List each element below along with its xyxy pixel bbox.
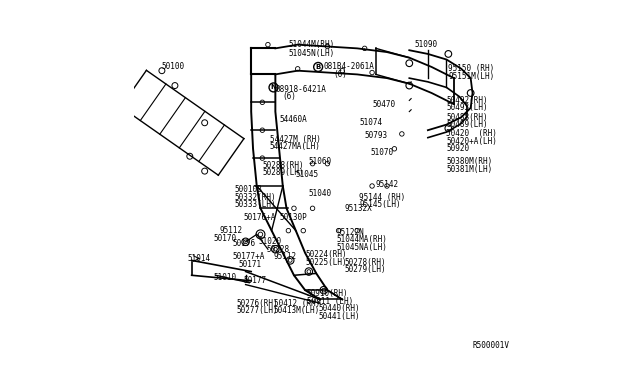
Text: 95132X: 95132X xyxy=(344,204,372,213)
Text: 50010B: 50010B xyxy=(234,185,262,194)
Text: 51020: 51020 xyxy=(259,237,282,246)
Text: 50333(LH): 50333(LH) xyxy=(234,200,276,209)
Text: 50920: 50920 xyxy=(447,144,470,153)
Text: 50279(LH): 50279(LH) xyxy=(344,265,386,274)
Text: 95151M(LH): 95151M(LH) xyxy=(449,72,495,81)
Text: 50420  (RH): 50420 (RH) xyxy=(447,129,497,138)
Text: 50177+A: 50177+A xyxy=(232,252,265,261)
Text: 95145(LH): 95145(LH) xyxy=(359,200,401,209)
Text: 51044MA(RH): 51044MA(RH) xyxy=(337,235,388,244)
Text: N: N xyxy=(271,84,276,90)
Text: 51090: 51090 xyxy=(415,40,438,49)
Text: 95122N: 95122N xyxy=(337,228,365,237)
Text: 50278(RH): 50278(RH) xyxy=(344,258,386,267)
Text: 51045N(LH): 51045N(LH) xyxy=(289,49,335,58)
Text: 50176: 50176 xyxy=(232,239,256,248)
Text: 50470: 50470 xyxy=(372,100,396,109)
Text: 50493(LH): 50493(LH) xyxy=(447,103,488,112)
Text: 50100: 50100 xyxy=(162,62,185,71)
Text: 50170: 50170 xyxy=(214,234,237,243)
Text: 95112: 95112 xyxy=(273,252,296,261)
Text: 50380M(RH): 50380M(RH) xyxy=(447,157,493,166)
Text: R500001V: R500001V xyxy=(472,341,509,350)
Text: 51070: 51070 xyxy=(370,148,394,157)
Text: 50381M(LH): 50381M(LH) xyxy=(447,165,493,174)
Text: 50440(RH): 50440(RH) xyxy=(318,304,360,313)
Text: 081B4-2061A: 081B4-2061A xyxy=(324,62,374,71)
Text: 50420+A(LH): 50420+A(LH) xyxy=(447,137,497,146)
Text: 51045: 51045 xyxy=(296,170,319,179)
Text: (6): (6) xyxy=(283,92,297,101)
Text: 50289(LH): 50289(LH) xyxy=(262,169,304,177)
Text: 54427M (RH): 54427M (RH) xyxy=(270,135,321,144)
Text: 50911 (LH): 50911 (LH) xyxy=(307,297,353,306)
Text: 50441(LH): 50441(LH) xyxy=(318,312,360,321)
Text: 50793: 50793 xyxy=(365,131,388,140)
Text: 50228: 50228 xyxy=(266,245,289,254)
Text: 51044M(RH): 51044M(RH) xyxy=(289,40,335,49)
Text: 50489(LH): 50489(LH) xyxy=(447,120,488,129)
Text: 95150 (RH): 95150 (RH) xyxy=(449,64,495,73)
Text: 95142: 95142 xyxy=(376,180,399,189)
Text: 50492(RH): 50492(RH) xyxy=(447,96,488,105)
Text: 51040: 51040 xyxy=(309,189,332,198)
Text: 50171: 50171 xyxy=(238,260,261,269)
Text: 50288(RH): 50288(RH) xyxy=(262,161,304,170)
Text: 50332(RH): 50332(RH) xyxy=(234,193,276,202)
Text: 50412 (RH): 50412 (RH) xyxy=(273,299,320,308)
Text: (6): (6) xyxy=(333,70,347,79)
Text: 51060: 51060 xyxy=(309,157,332,166)
Text: 50176+A: 50176+A xyxy=(244,213,276,222)
Text: 50225(LH): 50225(LH) xyxy=(305,258,347,267)
Text: 54427MA(LH): 54427MA(LH) xyxy=(270,142,321,151)
Text: 54460A: 54460A xyxy=(279,115,307,124)
Text: 95144 (RH): 95144 (RH) xyxy=(359,193,405,202)
Text: 51014: 51014 xyxy=(188,254,211,263)
Text: 51074: 51074 xyxy=(359,118,382,127)
Text: 50488(RH): 50488(RH) xyxy=(447,113,488,122)
Text: 51045NA(LH): 51045NA(LH) xyxy=(337,243,388,252)
Text: 50130P: 50130P xyxy=(279,213,307,222)
Text: 50910(RH): 50910(RH) xyxy=(307,289,349,298)
Text: 08918-6421A: 08918-6421A xyxy=(275,85,326,94)
Text: 50224(RH): 50224(RH) xyxy=(305,250,347,259)
Text: 50413M(LH): 50413M(LH) xyxy=(273,306,320,315)
Text: 95112: 95112 xyxy=(220,226,243,235)
Text: 51010: 51010 xyxy=(214,273,237,282)
Text: 50276(RH): 50276(RH) xyxy=(236,299,278,308)
Text: 50177: 50177 xyxy=(244,276,267,285)
Text: 50277(LH): 50277(LH) xyxy=(236,306,278,315)
Text: B: B xyxy=(316,64,321,70)
